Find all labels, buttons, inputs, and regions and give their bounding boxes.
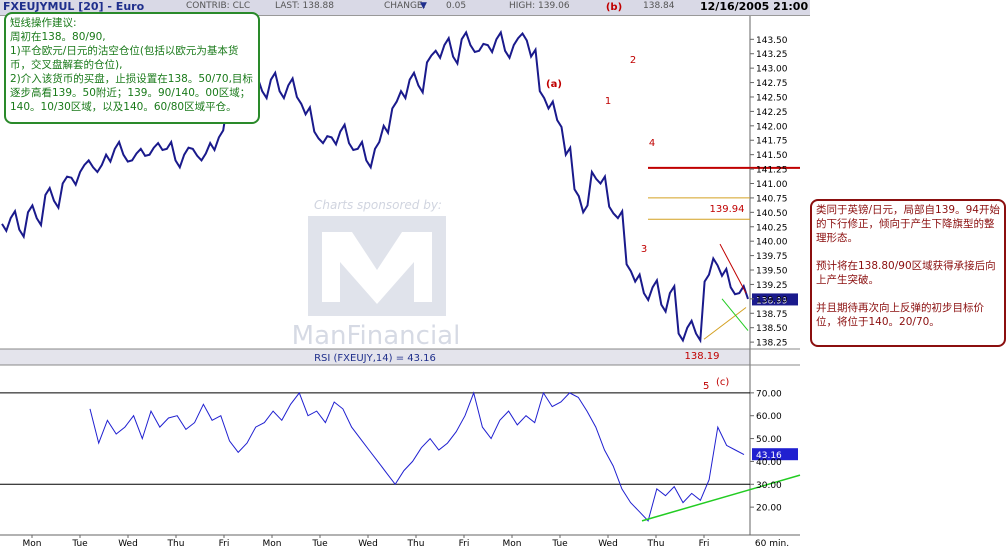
sponsor-watermark: Charts sponsored by: ManFinancial: [292, 198, 461, 351]
rsi-tick-label: 70.00: [756, 389, 782, 399]
price-tick-label: 142.75: [756, 79, 788, 89]
forecast-note: 类同于英镑/日元，局部自139。94开始的下行修正，倾向于产生下降旗型的整理形态…: [810, 199, 1006, 347]
price-tick-label: 143.50: [756, 36, 788, 46]
x-tick-label: Tue: [311, 539, 328, 549]
price-tick-label: 143.25: [756, 50, 788, 60]
x-tick-label: Wed: [598, 539, 618, 549]
x-axis-unit: 60 min.: [755, 539, 789, 549]
price-tick-label: 139.50: [756, 267, 788, 277]
price-tick-label: 143.00: [756, 65, 788, 75]
wave-label: 139.94: [710, 204, 745, 215]
change-down-icon: ▼: [420, 1, 427, 11]
flag-upper-line: [719, 243, 747, 294]
x-tick-label: Fri: [219, 539, 230, 549]
rsi-trend-line: [641, 474, 801, 522]
rsi-wave-label: (c): [716, 377, 729, 388]
price-series-line: [1, 29, 749, 344]
top-value-label: 138.84: [643, 1, 675, 11]
x-tick-label: Thu: [647, 539, 665, 549]
rsi-title-bar: [0, 349, 750, 365]
price-tick-label: 138.75: [756, 310, 788, 320]
rsi-tick-label: 40.00: [756, 458, 782, 468]
high-label: HIGH: 139.06: [509, 1, 570, 11]
price-tick-label: 139.00: [756, 295, 788, 305]
price-tick-label: 139.25: [756, 281, 788, 291]
rsi-tick-label: 20.00: [756, 504, 782, 514]
datetime-label: 12/16/2005 21:00: [700, 0, 809, 13]
price-tick-label: 138.25: [756, 339, 788, 349]
price-tick-label: 140.75: [756, 194, 788, 204]
price-tick-label: 138.50: [756, 324, 788, 334]
wave-label: 2: [630, 55, 636, 66]
price-tick-label: 142.50: [756, 93, 788, 103]
x-tick-label: Mon: [263, 539, 282, 549]
x-tick-label: Mon: [23, 539, 42, 549]
x-tick-label: Thu: [167, 539, 185, 549]
rsi-tick-label: 30.00: [756, 481, 782, 491]
wave-label: 3: [641, 244, 647, 255]
price-tick-label: 141.50: [756, 151, 788, 161]
price-tick-label: 140.25: [756, 223, 788, 233]
x-tick-label: Tue: [551, 539, 568, 549]
x-tick-label: Fri: [699, 539, 710, 549]
flag-lower-line: [703, 307, 747, 340]
rsi-tick-label: 50.00: [756, 435, 782, 445]
x-tick-label: Tue: [71, 539, 88, 549]
change-label: CHANGE:: [384, 1, 426, 11]
wave-label: 138.19: [685, 351, 720, 362]
last-label: LAST: 138.88: [275, 1, 334, 11]
price-tick-label: 140.50: [756, 209, 788, 219]
price-tick-label: 141.75: [756, 137, 788, 147]
x-tick-label: Thu: [407, 539, 425, 549]
price-tick-label: 139.75: [756, 252, 788, 262]
last-price-label: 138.99: [756, 296, 788, 306]
x-tick-label: Fri: [459, 539, 470, 549]
rsi-series-layer: 5 (c) 43.16: [0, 377, 801, 522]
wave-label: (b): [606, 2, 622, 13]
price-series-layer: (a) (b) 1 2 3 4 139.94 138.19 138.99: [1, 2, 800, 362]
x-tick-label: Wed: [358, 539, 378, 549]
x-tick-label: Mon: [503, 539, 522, 549]
sponsored-text: Charts sponsored by:: [314, 198, 442, 212]
change-value: 0.05: [446, 1, 467, 11]
rsi-series-line: [89, 391, 745, 522]
contrib-label: CONTRIB: CLC: [186, 1, 251, 11]
last-price-badge: [752, 293, 798, 306]
trading-advice-note: 短线操作建议: 周初在138。80/90, 1)平仓欧元/日元的沽空仓位(包括以…: [4, 12, 260, 124]
price-tick-label: 141.25: [756, 166, 788, 176]
symbol-label: FXEUJYMUL [20] - Euro: [3, 0, 145, 13]
axis-layer: 138.25 138.50 138.75 139.00 139.25 139.50 139.…: [23, 36, 790, 549]
rsi-title: RSI (FXEUJY,14) = 43.16: [314, 353, 436, 364]
price-tick-label: 142.25: [756, 108, 788, 118]
price-tick-label: 140.00: [756, 238, 788, 248]
rsi-tick-label: 60.00: [756, 412, 782, 422]
logo-block: [308, 216, 446, 316]
price-green-line: [721, 298, 749, 331]
wave-label: 4: [649, 138, 655, 149]
rsi-wave-label: 5: [703, 381, 709, 392]
wave-label: 1: [605, 96, 611, 107]
price-tick-label: 141.00: [756, 180, 788, 190]
rsi-last-badge: [752, 448, 798, 461]
wave-label: (a): [546, 79, 562, 90]
x-tick-label: Wed: [118, 539, 138, 549]
rsi-last-label: 43.16: [756, 451, 782, 461]
brand-text: ManFinancial: [292, 321, 461, 351]
price-tick-label: 142.00: [756, 122, 788, 132]
